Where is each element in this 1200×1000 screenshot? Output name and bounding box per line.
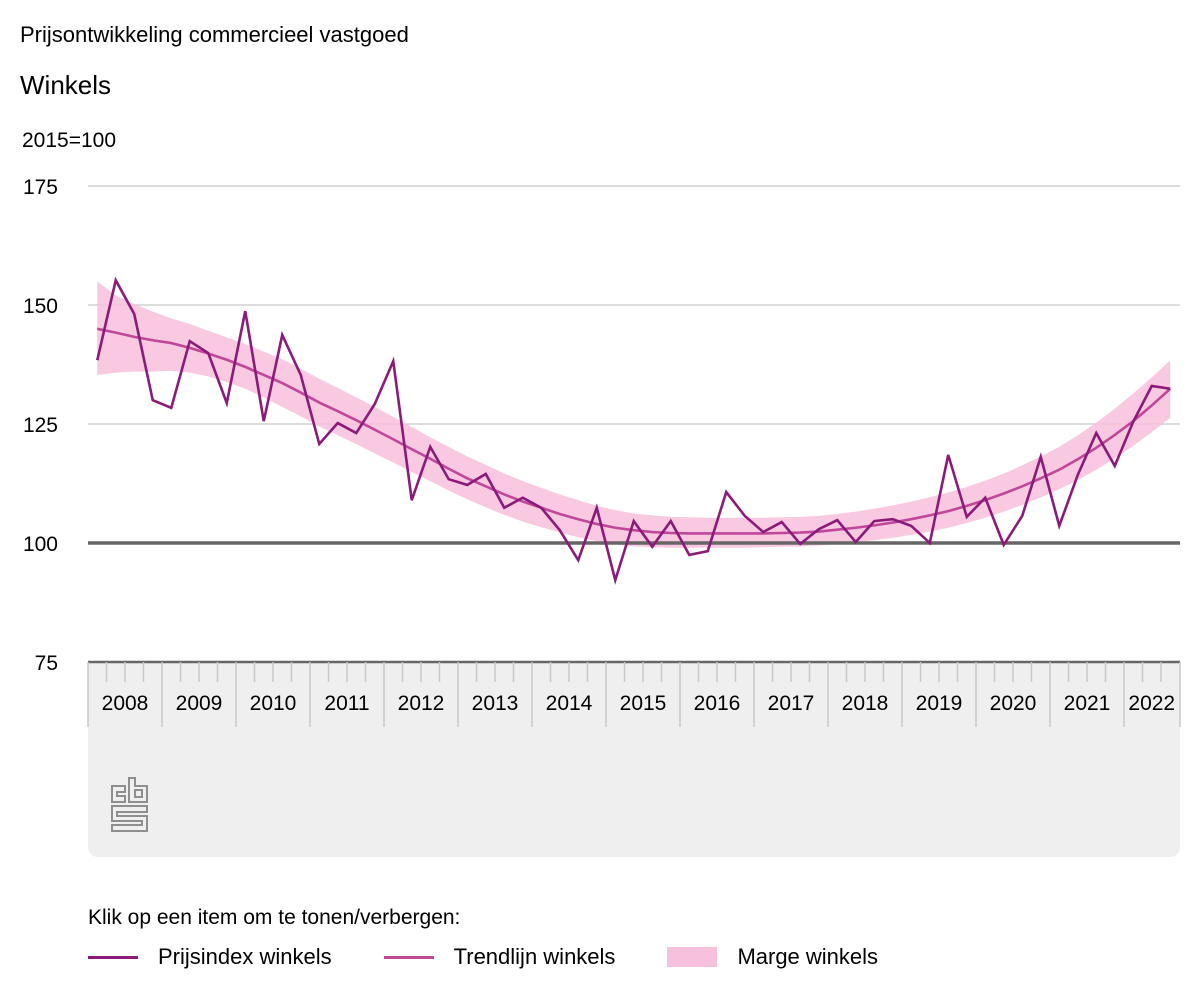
y-tick-label: 175 xyxy=(23,176,58,199)
x-axis: 2008 2009 2010 2011 2012 2013 2014 2015 2016 2017… xyxy=(87,660,1181,727)
legend-line-icon xyxy=(88,955,138,959)
cbs-logo-icon xyxy=(111,777,148,832)
legend-label: Prijsindex winkels xyxy=(158,944,332,969)
legend-item-prijsindex[interactable]: Prijsindex winkels xyxy=(88,944,332,970)
x-tick-label: 2022 xyxy=(1128,692,1175,715)
x-tick-label: 2021 xyxy=(1064,692,1111,715)
chart-title: Prijsontwikkeling commercieel vastgoed xyxy=(20,22,409,47)
legend: Prijsindex winkels Trendlijn winkels Mar… xyxy=(88,944,930,970)
x-tick-label: 2008 xyxy=(102,692,149,715)
legend-line-icon xyxy=(383,955,434,959)
prijsindex-layer xyxy=(95,276,1171,585)
x-tick-label: 2011 xyxy=(324,692,369,715)
x-tick-label: 2020 xyxy=(990,692,1037,715)
legend-item-marge[interactable]: Marge winkels xyxy=(667,944,878,970)
marge-band xyxy=(97,281,1171,548)
chart-subtitle: Winkels xyxy=(20,70,112,100)
y-gridlines xyxy=(88,185,1180,425)
legend-swatch-icon xyxy=(667,947,718,967)
prijsindex-line xyxy=(95,276,1171,585)
legend-hint: Klik op een item om te tonen/verbergen: xyxy=(88,906,461,929)
x-tick-label: 2017 xyxy=(768,692,815,715)
x-tick-label: 2010 xyxy=(250,692,297,715)
x-tick-label: 2018 xyxy=(842,692,889,715)
x-tick-label: 2015 xyxy=(620,692,667,715)
y-tick-label: 125 xyxy=(23,414,58,437)
x-axis-panel xyxy=(88,662,1180,857)
x-tick-label: 2019 xyxy=(916,692,963,715)
y-tick-label: 75 xyxy=(35,652,58,675)
trendline-layer xyxy=(96,327,1172,535)
marge-band-layer xyxy=(97,281,1171,548)
trendline xyxy=(96,327,1172,535)
x-tick-label: 2012 xyxy=(398,692,445,715)
y-axis-unit-label: 2015=100 xyxy=(22,129,117,152)
x-tick-label: 2009 xyxy=(176,692,223,715)
legend-label: Marge winkels xyxy=(737,944,879,969)
x-tick-label: 2014 xyxy=(546,692,593,715)
x-tick-label: 2016 xyxy=(694,692,741,715)
y-tick-labels: 75 100 125 150 175 xyxy=(23,176,58,675)
y-tick-label: 150 xyxy=(23,295,58,318)
legend-label: Trendlijn winkels xyxy=(453,944,616,969)
x-tick-label: 2013 xyxy=(472,692,519,715)
y-tick-label: 100 xyxy=(23,533,58,556)
legend-item-trendlijn[interactable]: Trendlijn winkels xyxy=(383,944,616,970)
